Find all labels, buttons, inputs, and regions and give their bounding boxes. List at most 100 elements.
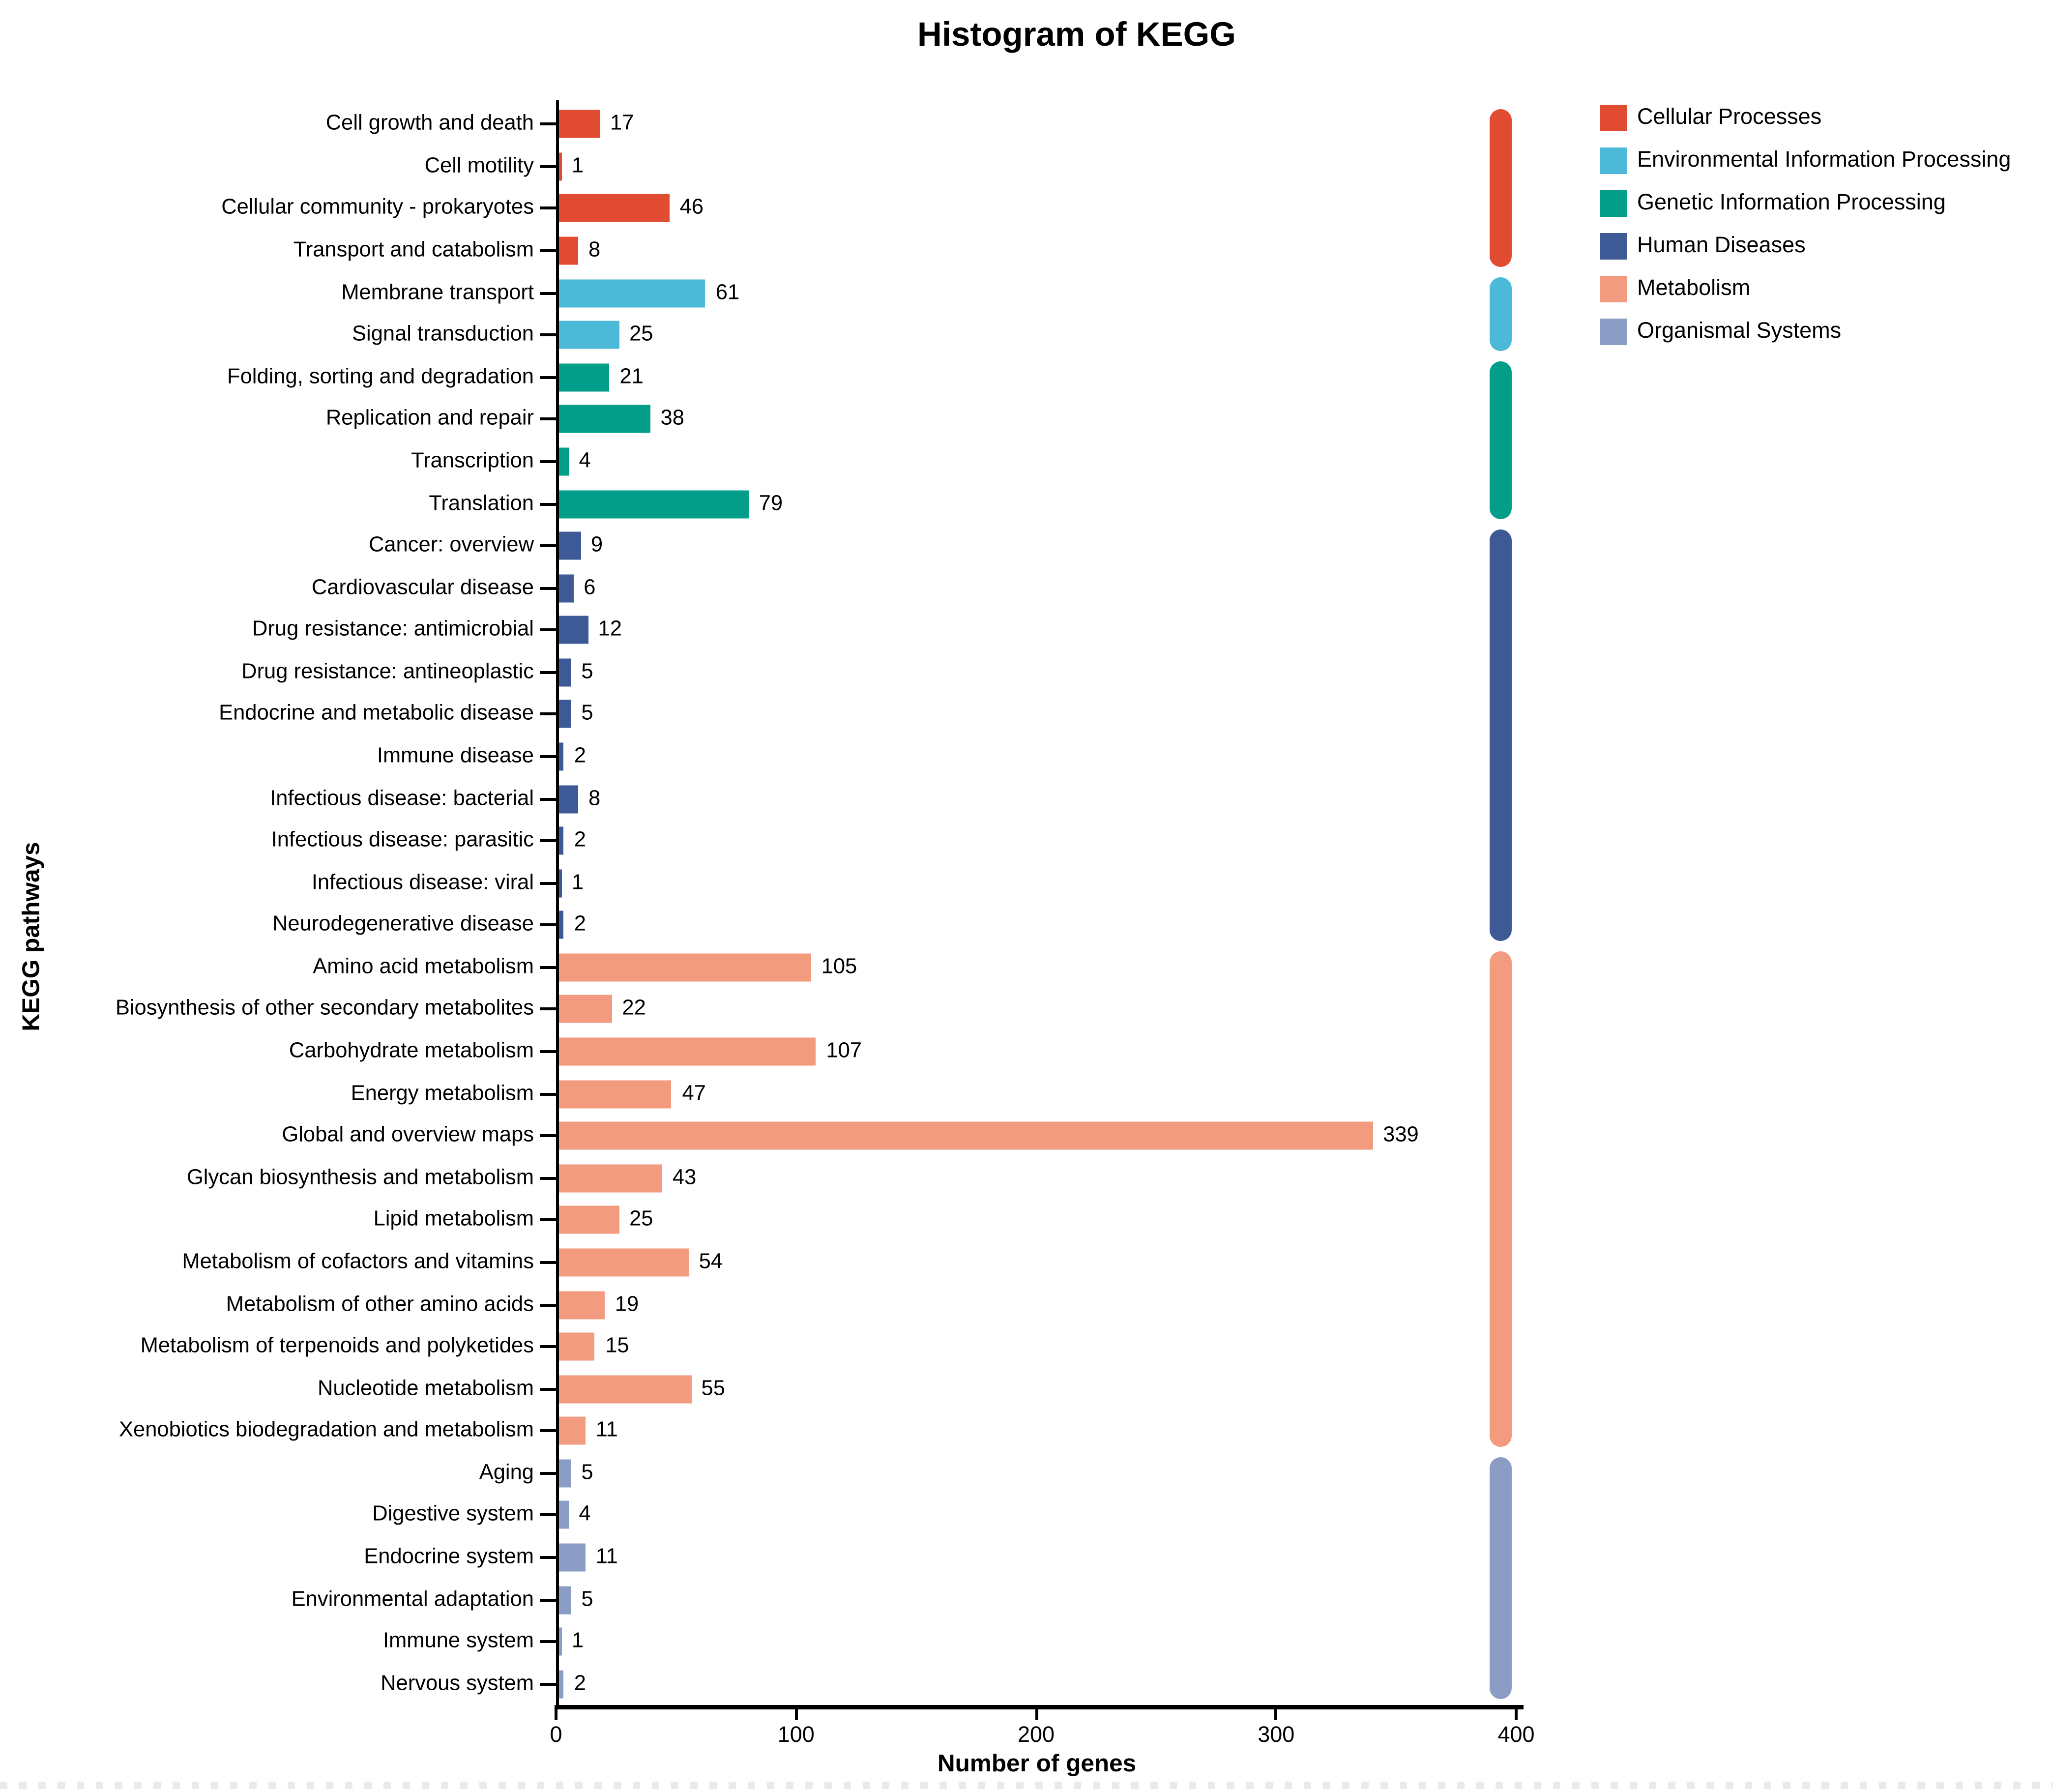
legend-item: Environmental Information Processing xyxy=(1600,139,2011,181)
value-label: 38 xyxy=(660,407,684,431)
x-tick-mark xyxy=(794,1708,798,1719)
category-label: Infectious disease: parasitic xyxy=(271,828,534,852)
group-capsule xyxy=(1490,361,1512,520)
value-label: 9 xyxy=(590,533,603,558)
y-tick-mark xyxy=(540,1387,556,1390)
x-axis-title: Number of genes xyxy=(937,1751,1137,1777)
y-tick-mark xyxy=(540,460,556,463)
category-label: Immune system xyxy=(382,1629,534,1653)
y-tick-mark xyxy=(540,671,556,674)
value-label: 22 xyxy=(622,997,646,1021)
bar xyxy=(559,869,561,897)
value-label: 8 xyxy=(588,238,601,263)
group-capsule xyxy=(1490,277,1512,351)
value-label: 21 xyxy=(619,365,644,389)
category-label: Signal transduction xyxy=(352,323,534,347)
group-capsule xyxy=(1490,1457,1512,1700)
value-label: 25 xyxy=(629,323,653,347)
y-tick-mark xyxy=(540,1050,556,1054)
x-axis-line xyxy=(555,1705,1524,1709)
legend-label: Organismal Systems xyxy=(1637,319,1842,344)
y-tick-mark xyxy=(540,1640,556,1644)
category-label: Immune disease xyxy=(377,744,534,768)
y-tick-mark xyxy=(540,1176,556,1180)
legend-label: Cellular Processes xyxy=(1637,105,1822,130)
category-label: Metabolism of cofactors and vitamins xyxy=(182,1250,534,1274)
value-label: 2 xyxy=(574,913,586,937)
value-label: 5 xyxy=(581,702,593,726)
category-label: Infectious disease: bacterial xyxy=(270,786,534,810)
value-label: 15 xyxy=(605,1334,629,1358)
category-label: Transport and catabolism xyxy=(293,238,534,263)
x-tick-mark xyxy=(1515,1708,1518,1719)
bar xyxy=(559,1417,586,1445)
y-tick-mark xyxy=(540,502,556,505)
value-label: 2 xyxy=(574,744,586,768)
group-capsule xyxy=(1490,108,1512,267)
category-label: Energy metabolism xyxy=(351,1082,534,1106)
bar xyxy=(559,742,564,771)
legend-item: Metabolism xyxy=(1600,267,2011,310)
legend-item: Genetic Information Processing xyxy=(1600,181,2011,224)
bar xyxy=(559,1291,605,1319)
category-label: Neurodegenerative disease xyxy=(272,913,534,937)
value-label: 5 xyxy=(581,1587,593,1611)
value-label: 5 xyxy=(581,660,593,684)
value-label: 11 xyxy=(595,1418,618,1442)
category-label: Replication and repair xyxy=(325,407,534,431)
group-capsule xyxy=(1490,529,1512,941)
value-label: 1 xyxy=(571,871,584,895)
category-label: Cell growth and death xyxy=(325,112,534,136)
x-tick-label: 100 xyxy=(777,1723,815,1748)
bar xyxy=(559,1080,672,1108)
category-label: Xenobiotics biodegradation and metabolis… xyxy=(119,1418,534,1442)
legend-swatch xyxy=(1600,189,1627,216)
x-tick-label: 0 xyxy=(550,1723,562,1748)
x-tick-label: 400 xyxy=(1497,1723,1535,1748)
value-label: 43 xyxy=(672,1166,697,1190)
y-tick-mark xyxy=(540,1092,556,1095)
bar xyxy=(559,1164,662,1192)
y-tick-mark xyxy=(540,1008,556,1011)
bar xyxy=(559,1543,586,1572)
y-tick-mark xyxy=(540,1134,556,1138)
bar xyxy=(559,363,610,391)
legend-label: Genetic Information Processing xyxy=(1637,190,1946,215)
y-tick-mark xyxy=(540,376,556,379)
category-label: Glycan biosynthesis and metabolism xyxy=(186,1166,534,1190)
y-tick-mark xyxy=(540,1556,556,1559)
y-tick-mark xyxy=(540,417,556,421)
bar xyxy=(559,447,569,476)
category-label: Folding, sorting and degradation xyxy=(227,365,534,389)
value-label: 55 xyxy=(701,1377,725,1401)
value-label: 11 xyxy=(595,1545,618,1569)
value-label: 105 xyxy=(821,955,857,979)
bar xyxy=(559,911,564,940)
value-label: 12 xyxy=(598,617,622,642)
category-label: Drug resistance: antineoplastic xyxy=(241,660,534,684)
y-tick-mark xyxy=(540,1218,556,1222)
legend-item: Human Diseases xyxy=(1600,224,2011,267)
bar xyxy=(559,616,588,645)
bar xyxy=(559,1206,619,1234)
bar xyxy=(559,1627,561,1656)
value-label: 2 xyxy=(574,1672,586,1696)
legend-swatch xyxy=(1600,275,1627,302)
y-tick-mark xyxy=(540,1598,556,1601)
category-label: Lipid metabolism xyxy=(373,1208,534,1232)
category-label: Membrane transport xyxy=(341,281,534,305)
category-label: Cellular community - prokaryotes xyxy=(221,196,534,220)
bar xyxy=(559,1375,691,1403)
category-label: Metabolism of terpenoids and polyketides xyxy=(140,1334,534,1358)
bar xyxy=(559,826,564,855)
category-label: Digestive system xyxy=(372,1503,534,1527)
y-tick-mark xyxy=(540,1514,556,1517)
bar xyxy=(559,700,571,729)
bar xyxy=(559,953,811,982)
value-label: 46 xyxy=(679,196,704,220)
category-label: Environmental adaptation xyxy=(291,1587,534,1611)
category-label: Transcription xyxy=(411,449,534,473)
bar xyxy=(559,1670,564,1698)
value-label: 19 xyxy=(615,1292,639,1316)
bar xyxy=(559,1037,816,1066)
